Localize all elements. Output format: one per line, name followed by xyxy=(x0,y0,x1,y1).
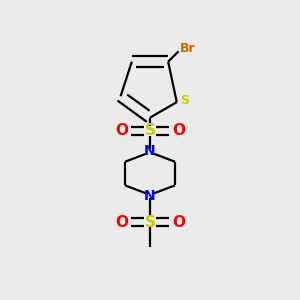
Text: O: O xyxy=(172,123,185,138)
Text: S: S xyxy=(145,123,155,138)
Text: Br: Br xyxy=(179,42,195,55)
Text: O: O xyxy=(172,214,185,230)
Text: O: O xyxy=(115,214,128,230)
Text: O: O xyxy=(115,123,128,138)
Text: S: S xyxy=(180,94,189,107)
Text: S: S xyxy=(145,214,155,230)
Text: N: N xyxy=(144,189,156,203)
Text: N: N xyxy=(144,144,156,158)
